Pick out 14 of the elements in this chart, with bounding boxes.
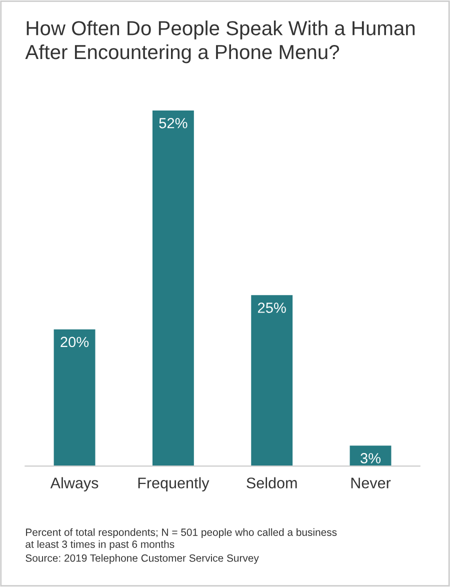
bar <box>54 329 96 466</box>
bar <box>251 295 293 466</box>
x-tick-label: Seldom <box>246 477 297 488</box>
data-label: 20% <box>60 336 89 348</box>
data-label: 3% <box>360 453 381 464</box>
x-tick-label: Never <box>351 478 391 488</box>
bar <box>152 110 194 466</box>
source-note: Source: 2019 Telephone Customer Service Survey <box>26 554 259 564</box>
text: Percent of total respondents; N = 501 people who called a business at least 3 times in past 6 months <box>26 528 337 550</box>
data-label: 52% <box>159 118 188 128</box>
chart-title: How Often Do People Speak With a Human After Encountering a Phone Menu? <box>25 20 415 64</box>
data-label: 25% <box>258 302 286 313</box>
x-tick-label: Always <box>50 477 98 492</box>
x-tick-label: Frequently <box>138 477 210 492</box>
